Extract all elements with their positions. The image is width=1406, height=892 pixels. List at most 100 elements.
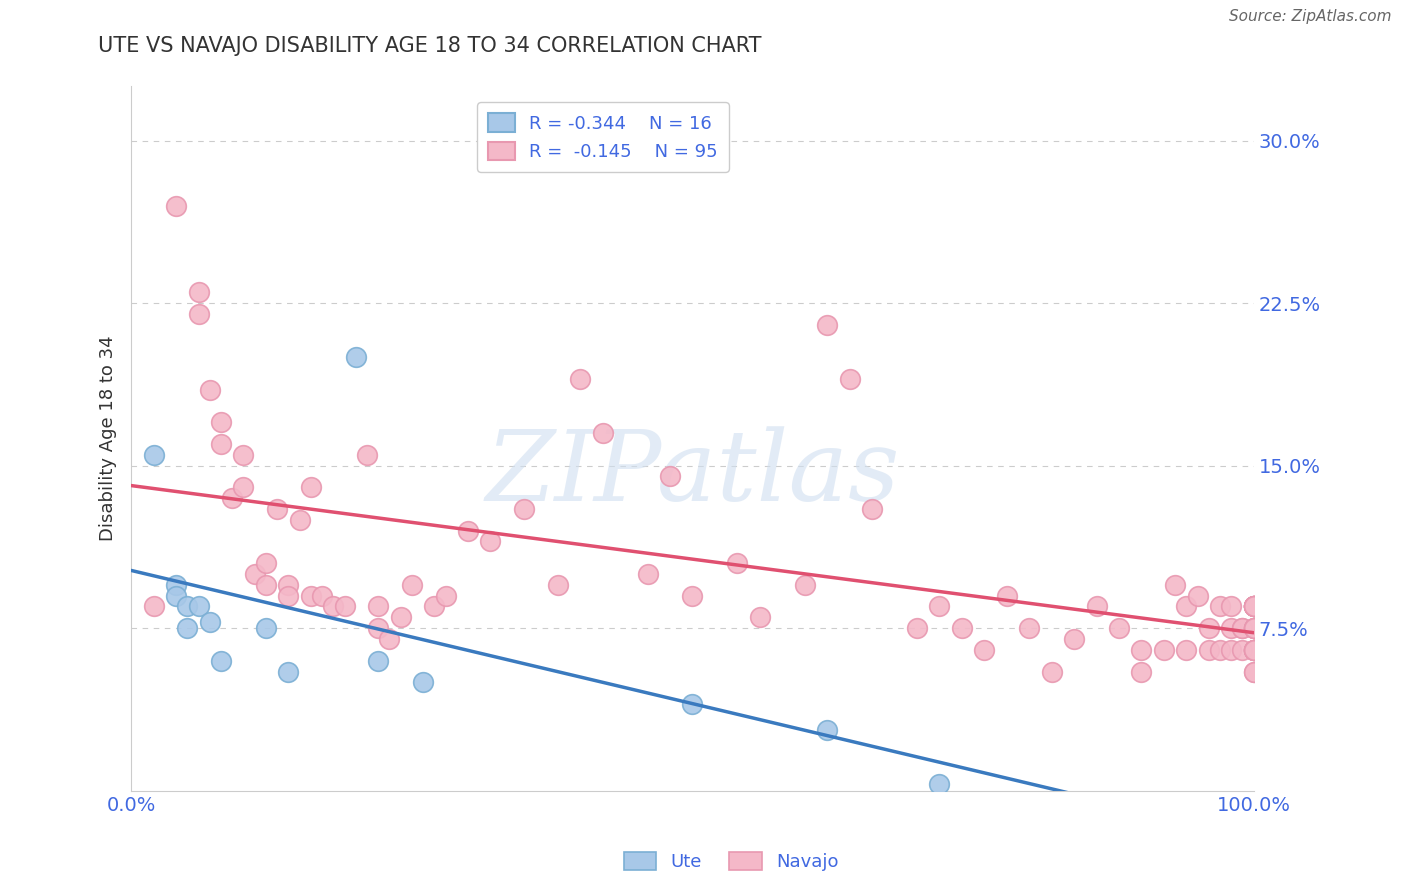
Point	[1130, 643, 1153, 657]
Point	[165, 589, 187, 603]
Point	[299, 480, 322, 494]
Point	[434, 589, 457, 603]
Point	[389, 610, 412, 624]
Point	[793, 578, 815, 592]
Point	[209, 654, 232, 668]
Point	[682, 589, 704, 603]
Point	[1243, 599, 1265, 614]
Point	[1243, 621, 1265, 635]
Point	[254, 578, 277, 592]
Legend: Ute, Navajo: Ute, Navajo	[616, 845, 846, 879]
Y-axis label: Disability Age 18 to 34: Disability Age 18 to 34	[100, 335, 117, 541]
Point	[995, 589, 1018, 603]
Point	[142, 599, 165, 614]
Point	[569, 372, 592, 386]
Point	[299, 589, 322, 603]
Point	[1198, 621, 1220, 635]
Point	[1243, 599, 1265, 614]
Point	[1040, 665, 1063, 679]
Point	[1243, 643, 1265, 657]
Point	[1164, 578, 1187, 592]
Point	[367, 654, 389, 668]
Point	[1243, 599, 1265, 614]
Point	[725, 556, 748, 570]
Point	[479, 534, 502, 549]
Point	[367, 621, 389, 635]
Point	[1209, 599, 1232, 614]
Point	[1175, 643, 1198, 657]
Point	[311, 589, 333, 603]
Point	[1243, 643, 1265, 657]
Point	[232, 448, 254, 462]
Point	[1108, 621, 1130, 635]
Point	[1243, 621, 1265, 635]
Point	[288, 513, 311, 527]
Point	[928, 599, 950, 614]
Point	[1243, 665, 1265, 679]
Point	[187, 285, 209, 300]
Point	[1232, 621, 1254, 635]
Point	[1220, 643, 1243, 657]
Point	[905, 621, 928, 635]
Point	[198, 383, 221, 397]
Point	[950, 621, 973, 635]
Point	[277, 665, 299, 679]
Point	[815, 318, 838, 332]
Point	[367, 599, 389, 614]
Point	[928, 777, 950, 791]
Point	[243, 566, 266, 581]
Point	[277, 578, 299, 592]
Point	[1220, 599, 1243, 614]
Point	[412, 675, 434, 690]
Point	[254, 621, 277, 635]
Text: ZIPatlas: ZIPatlas	[485, 426, 900, 522]
Point	[838, 372, 860, 386]
Point	[378, 632, 401, 646]
Point	[176, 599, 198, 614]
Point	[457, 524, 479, 538]
Point	[592, 426, 614, 441]
Point	[254, 556, 277, 570]
Point	[322, 599, 344, 614]
Point	[682, 697, 704, 711]
Point	[1243, 599, 1265, 614]
Point	[277, 589, 299, 603]
Text: Source: ZipAtlas.com: Source: ZipAtlas.com	[1229, 9, 1392, 24]
Point	[1130, 665, 1153, 679]
Point	[1243, 599, 1265, 614]
Point	[1243, 599, 1265, 614]
Point	[1243, 621, 1265, 635]
Point	[547, 578, 569, 592]
Point	[187, 307, 209, 321]
Point	[637, 566, 659, 581]
Point	[1243, 665, 1265, 679]
Point	[1232, 643, 1254, 657]
Point	[1085, 599, 1108, 614]
Point	[1063, 632, 1085, 646]
Point	[659, 469, 682, 483]
Point	[1243, 643, 1265, 657]
Point	[1243, 643, 1265, 657]
Point	[513, 502, 536, 516]
Point	[1243, 599, 1265, 614]
Point	[815, 723, 838, 737]
Point	[198, 615, 221, 629]
Point	[266, 502, 288, 516]
Point	[1243, 643, 1265, 657]
Point	[1018, 621, 1040, 635]
Point	[1187, 589, 1209, 603]
Point	[1243, 621, 1265, 635]
Point	[165, 578, 187, 592]
Point	[1220, 621, 1243, 635]
Legend: R = -0.344    N = 16, R =  -0.145    N = 95: R = -0.344 N = 16, R = -0.145 N = 95	[477, 103, 728, 172]
Point	[860, 502, 883, 516]
Point	[973, 643, 995, 657]
Point	[423, 599, 446, 614]
Point	[1198, 643, 1220, 657]
Point	[1153, 643, 1175, 657]
Point	[1243, 621, 1265, 635]
Point	[1243, 643, 1265, 657]
Point	[356, 448, 378, 462]
Point	[333, 599, 356, 614]
Point	[748, 610, 770, 624]
